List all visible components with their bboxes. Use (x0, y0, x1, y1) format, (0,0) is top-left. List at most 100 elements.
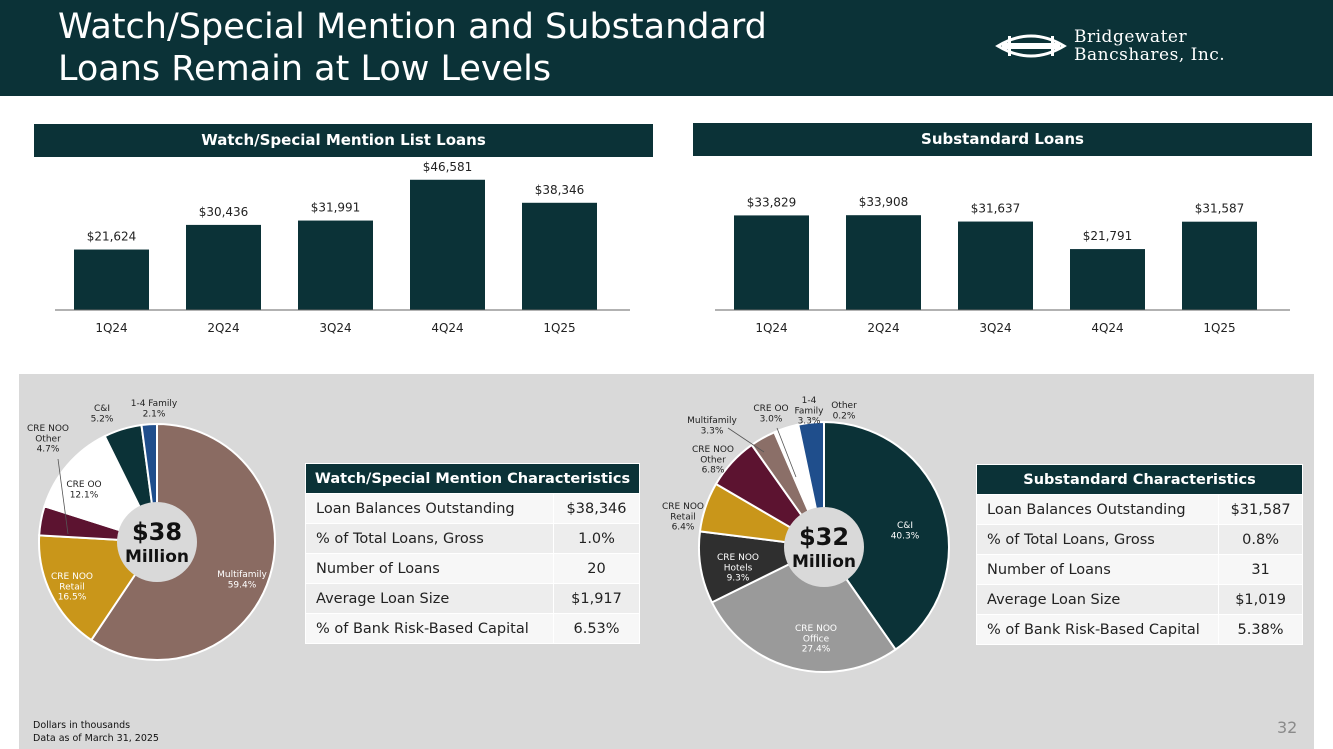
pie-slice-label: C&I 40.3% (891, 521, 920, 541)
x-tick-label: 1Q24 (95, 321, 127, 335)
watch-bar-chart: $21,624 1Q24 $30,436 2Q24 $31,991 3Q24 $46,581… (55, 160, 630, 335)
pie-slice-label: Multifamily 59.4% (217, 570, 267, 590)
pie-slice-label: CRE NOO Retail 6.4% (662, 502, 704, 533)
bar-4Q24 (410, 179, 485, 310)
company-logo: Bridgewater Bancshares, Inc. (994, 26, 1294, 66)
logo-line-1: Bridgewater (1074, 27, 1188, 47)
slide-header: Watch/Special Mention and Substandard Lo… (0, 0, 1333, 96)
x-tick-label: 3Q24 (979, 321, 1011, 335)
row-value: $1,917 (553, 583, 640, 614)
pie-slice-cre-noo-office (710, 545, 897, 673)
x-tick-label: 2Q24 (867, 321, 899, 335)
x-tick-label: 1Q24 (755, 321, 787, 335)
pie-slice-label: Other 0.2% (831, 401, 857, 421)
footnote: Dollars in thousands Data as of March 31… (33, 719, 159, 745)
row-value: 31 (1218, 554, 1303, 585)
bar-value-label: $31,637 (971, 202, 1021, 216)
pie-center-amount: $38 (132, 518, 182, 546)
row-value: 1.0% (553, 523, 640, 554)
logo-text: Bridgewater Bancshares, Inc. (1074, 28, 1225, 64)
bar-2Q24 (186, 224, 261, 310)
substandard-chart-title: Substandard Loans (693, 123, 1312, 156)
pie-slice-label: CRE NOO Office 27.4% (795, 624, 837, 655)
row-label: Loan Balances Outstanding (975, 494, 1220, 525)
pie-center-hole (784, 507, 864, 587)
bar-3Q24 (298, 220, 373, 310)
pie-slice-label: CRE NOO Hotels 9.3% (717, 553, 759, 584)
pie-slice-label: 1-4 Family 3.3% (795, 396, 825, 427)
logo-line-2: Bancshares, Inc. (1074, 45, 1226, 65)
pie-slice-label: C&I 5.2% (91, 404, 114, 424)
table-row: Number of Loans 31 (975, 554, 1303, 585)
x-tick-label: 3Q24 (319, 321, 351, 335)
row-value: 0.8% (1218, 524, 1303, 555)
pie-slice-label: CRE NOO Retail 16.5% (51, 572, 93, 603)
bar-value-label: $38,346 (535, 183, 585, 197)
pie-slice-label: CRE NOO Other 6.8% (692, 445, 734, 476)
table-row: Average Loan Size $1,019 (975, 584, 1303, 615)
row-label: Average Loan Size (975, 584, 1220, 615)
pie-center-hole (117, 502, 197, 582)
row-label: Number of Loans (304, 553, 555, 584)
table-row: % of Total Loans, Gross 0.8% (975, 524, 1303, 555)
pie-slice-label: CRE OO 3.0% (753, 404, 788, 424)
leader-line (727, 427, 765, 453)
page-number: 32 (1277, 718, 1298, 737)
substandard-bar-chart: $33,829 1Q24 $33,908 2Q24 $31,637 3Q24 $21,791… (715, 195, 1290, 335)
x-tick-label: 1Q25 (1203, 321, 1235, 335)
row-value: 5.38% (1218, 614, 1303, 645)
pie-slice-label: CRE OO 12.1% (66, 480, 101, 500)
bar-1Q24 (74, 249, 149, 310)
pie-center-unit: Million (125, 547, 189, 567)
bar-value-label: $21,791 (1083, 229, 1133, 243)
table-row: Loan Balances Outstanding $31,587 (975, 494, 1303, 525)
page-title: Watch/Special Mention and Substandard Lo… (58, 7, 767, 89)
row-value: $1,019 (1218, 584, 1303, 615)
watch-chart-title: Watch/Special Mention List Loans (34, 124, 653, 157)
table-row: Average Loan Size $1,917 (304, 583, 640, 614)
bar-value-label: $33,908 (859, 195, 909, 209)
x-tick-label: 2Q24 (207, 321, 239, 335)
x-tick-label: 1Q25 (543, 321, 575, 335)
bar-3Q24 (958, 221, 1033, 310)
bar-value-label: $31,991 (311, 201, 361, 215)
footnote-line-2: Data as of March 31, 2025 (33, 733, 159, 744)
row-value: 6.53% (553, 613, 640, 644)
watch-characteristics-table: Watch/Special Mention Characteristics Lo… (304, 463, 640, 644)
leader-line (776, 427, 797, 478)
bar-value-label: $31,587 (1195, 202, 1245, 216)
bridge-logo-icon (995, 34, 1067, 58)
row-label: % of Bank Risk-Based Capital (975, 614, 1220, 645)
pie-slice-c-i (823, 420, 950, 651)
pie-center-amount: $32 (799, 523, 849, 551)
substandard-characteristics-table: Substandard Characteristics Loan Balance… (975, 464, 1303, 645)
watch-table-title: Watch/Special Mention Characteristics (305, 463, 640, 494)
pie-slice-label: CRE NOO Other 4.7% (27, 424, 69, 455)
table-row: % of Total Loans, Gross 1.0% (304, 523, 640, 554)
leader-line (57, 458, 69, 535)
pie-slice-label: Multifamily 3.3% (687, 416, 737, 436)
bar-value-label: $21,624 (87, 230, 137, 244)
bar-1Q25 (522, 202, 597, 310)
bar-1Q24 (734, 215, 809, 310)
pie-slice-label: 1-4 Family 2.1% (131, 399, 178, 419)
row-label: % of Total Loans, Gross (304, 523, 555, 554)
table-row: Loan Balances Outstanding $38,346 (304, 493, 640, 524)
x-tick-label: 4Q24 (1091, 321, 1123, 335)
bar-2Q24 (846, 215, 921, 310)
bar-value-label: $46,581 (423, 160, 473, 174)
pie-center-unit: Million (792, 552, 856, 572)
bar-value-label: $30,436 (199, 205, 249, 219)
bar-4Q24 (1070, 249, 1145, 310)
table-row: % of Bank Risk-Based Capital 5.38% (975, 614, 1303, 645)
bar-value-label: $33,829 (747, 195, 797, 209)
x-tick-label: 4Q24 (431, 321, 463, 335)
row-label: Number of Loans (975, 554, 1220, 585)
table-row: % of Bank Risk-Based Capital 6.53% (304, 613, 640, 644)
row-value: $38,346 (553, 493, 640, 524)
table-row: Number of Loans 20 (304, 553, 640, 584)
row-value: 20 (553, 553, 640, 584)
row-label: % of Bank Risk-Based Capital (304, 613, 555, 644)
